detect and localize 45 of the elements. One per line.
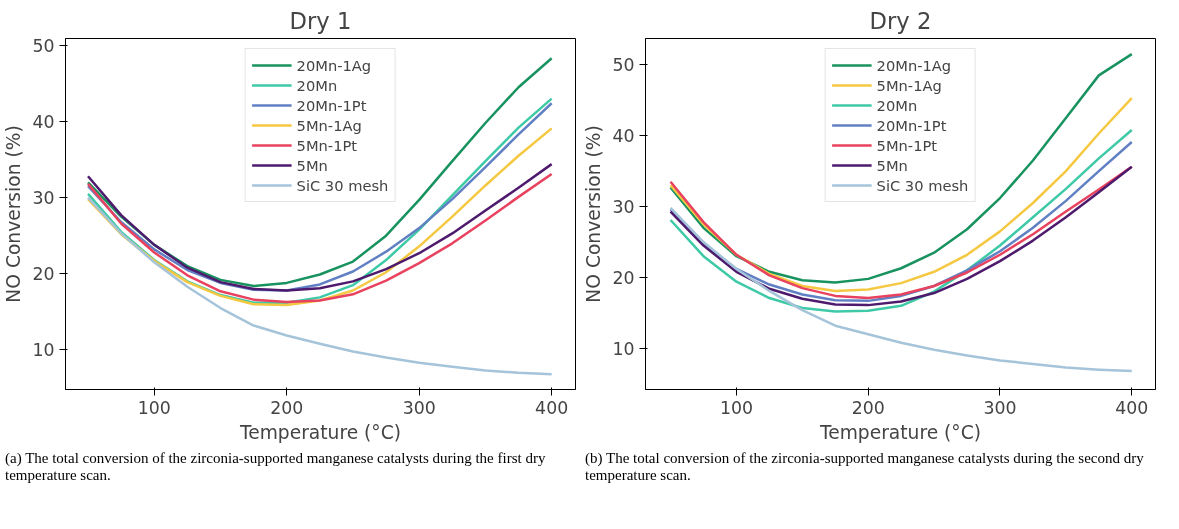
legend-label: 20Mn-1Pt xyxy=(876,116,947,134)
x-tick-label: 400 xyxy=(1115,397,1149,418)
legend-label: 5Mn-1Ag xyxy=(296,116,362,134)
line-series xyxy=(669,206,1134,373)
legend-label: 20Mn xyxy=(296,76,338,94)
legend-label: 5Mn-1Pt xyxy=(296,136,358,154)
legend-label: 20Mn-1Ag xyxy=(296,56,372,74)
legend-label: 20Mn-1Ag xyxy=(876,56,952,74)
y-tick-label: 20 xyxy=(32,264,55,285)
line-series xyxy=(86,172,553,304)
x-axis-title: Temperature (°C) xyxy=(238,421,402,443)
legend-label: 5Mn xyxy=(876,156,908,174)
legend-label: 5Mn-1Pt xyxy=(876,136,938,154)
legend-label: SiC 30 mesh xyxy=(876,176,969,194)
x-tick-label: 100 xyxy=(137,397,171,418)
x-tick-label: 100 xyxy=(719,397,753,418)
x-tick-label: 400 xyxy=(535,397,569,418)
y-tick-label: 10 xyxy=(612,338,635,359)
line-series xyxy=(86,162,553,292)
y-tick-label: 20 xyxy=(612,267,635,288)
x-tick-label: 200 xyxy=(270,397,304,418)
chart-title: Dry 1 xyxy=(289,7,352,34)
y-tick-label: 40 xyxy=(32,111,55,132)
y-axis-title: NO Conversion (%) xyxy=(3,125,25,303)
y-tick-label: 50 xyxy=(32,35,55,56)
legend-label: 20Mn xyxy=(876,96,918,114)
x-axis-title: Temperature (°C) xyxy=(818,421,982,443)
x-tick-label: 300 xyxy=(983,397,1017,418)
line-series xyxy=(669,52,1134,284)
y-tick-label: 30 xyxy=(612,197,635,218)
legend-label: 20Mn-1Pt xyxy=(296,96,367,114)
text: (a) The total conversion of the zirconia-supported manganese catalysts during the first dry temperature scan. xyxy=(5,450,547,485)
x-tick-label: 300 xyxy=(402,397,436,418)
chart-title: Dry 2 xyxy=(869,7,932,34)
y-tick-label: 50 xyxy=(612,55,635,76)
y-tick-label: 40 xyxy=(612,126,635,147)
legend-label: 5Mn-1Ag xyxy=(876,76,942,94)
y-tick-label: 30 xyxy=(32,188,55,209)
line-series xyxy=(86,196,553,376)
x-tick-label: 200 xyxy=(851,397,885,418)
text: (b) The total conversion of the zirconia-supported manganese catalysts during the second dry temperature scan. xyxy=(585,450,1145,485)
legend-label: SiC 30 mesh xyxy=(296,176,389,194)
y-tick-label: 10 xyxy=(32,340,55,361)
y-axis-title: NO Conversion (%) xyxy=(583,125,605,303)
legend-label: 5Mn xyxy=(296,156,328,174)
